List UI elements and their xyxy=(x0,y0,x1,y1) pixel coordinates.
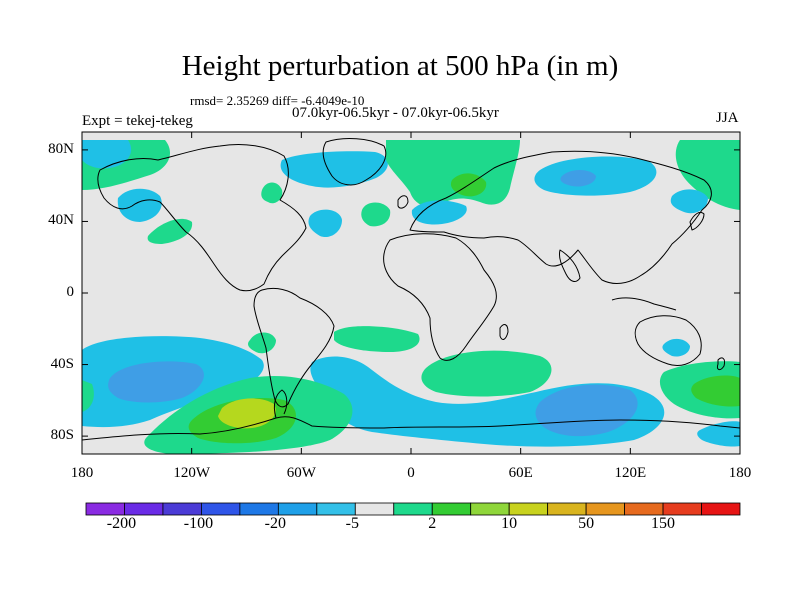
contour-blue-tasman xyxy=(662,338,690,357)
colorbar-label: 150 xyxy=(651,515,676,532)
coast-japan xyxy=(689,211,705,231)
colorbar-swatch xyxy=(547,502,587,516)
x-tick-label: 180 xyxy=(728,465,752,481)
colorbar-swatch xyxy=(701,502,741,516)
coastlines xyxy=(82,138,740,441)
coast-indonesia xyxy=(611,297,677,311)
colorbar-label: 2 xyxy=(428,515,437,532)
y-tick-label: 40S xyxy=(50,355,74,372)
contour-yellow-green-drake xyxy=(218,398,276,429)
contour-green-atlantic-small xyxy=(361,202,391,227)
colorbar-label: 50 xyxy=(578,515,595,532)
colorbar-swatch xyxy=(470,502,510,516)
colorbar-swatch xyxy=(201,502,241,516)
x-tick-label: 60W xyxy=(286,465,316,481)
coast-eurasia xyxy=(409,150,712,284)
colorbar-label: -5 xyxy=(345,515,359,532)
plot-title: Height perturbation at 500 hPa (in m) xyxy=(181,50,619,82)
coast-antarctica xyxy=(82,416,740,441)
period-line: 07.0kyr-06.5kyr - 07.0kyr-06.5kyr xyxy=(292,105,499,121)
colorbar-swatch xyxy=(277,502,318,516)
coast-uk xyxy=(397,195,409,209)
colorbar-swatch xyxy=(508,502,549,516)
contour-blue-ross-sea xyxy=(697,421,740,447)
contour-green-tropics-atlantic xyxy=(248,332,276,354)
y-tick-label: 0 xyxy=(66,284,75,300)
colorbar-swatch xyxy=(354,502,395,516)
colorbar-swatch xyxy=(162,502,202,516)
coast-new-zealand xyxy=(717,357,725,371)
contour-green-tropics-east xyxy=(334,326,420,352)
contour-blue-east-pacific xyxy=(670,189,708,214)
colorbar-swatch xyxy=(393,502,433,516)
colorbar-swatch xyxy=(585,502,625,516)
coast-india xyxy=(559,249,581,282)
coast-south-america xyxy=(253,287,335,408)
contour-deep-blue-south-pacific xyxy=(108,361,204,403)
colorbar-swatch xyxy=(662,502,702,516)
contour-green-south-pacific-core xyxy=(691,375,740,407)
contour-deep-blue-siberia xyxy=(560,170,596,187)
x-tick-label: 60E xyxy=(508,465,533,481)
colorbar-swatch xyxy=(431,502,472,516)
colorbar-label: -100 xyxy=(183,515,214,532)
coast-greenland xyxy=(322,138,387,186)
x-tick-label: 120E xyxy=(614,465,647,481)
contour-green-arctic-east xyxy=(675,140,740,210)
colorbar-swatch xyxy=(124,502,164,516)
coast-north-america xyxy=(97,143,307,292)
contour-blue-europe xyxy=(411,200,467,225)
colorbar-label: -20 xyxy=(264,515,286,532)
experiment-label: Expt = tekej-tekeg xyxy=(82,113,193,129)
y-tick-label: 80S xyxy=(50,427,74,444)
coast-antarctic-peninsula xyxy=(273,389,288,419)
contour-blue-alaska xyxy=(117,188,162,222)
contour-green-north-atlantic xyxy=(386,140,520,207)
contour-green-pacific xyxy=(147,218,193,244)
y-tick-label: 40N xyxy=(48,212,74,229)
contour-green-south-atlantic xyxy=(421,350,552,397)
contour-regions xyxy=(82,140,740,454)
x-tick-label: 180 xyxy=(70,465,94,481)
contour-blue-greenland xyxy=(280,151,388,188)
colorbar-label: -200 xyxy=(106,515,137,532)
y-tick-label: 80N xyxy=(48,140,74,157)
contour-green-west-edge xyxy=(82,380,94,412)
coast-madagascar xyxy=(499,324,509,340)
x-tick-label: 0 xyxy=(407,465,415,481)
contour-blue-midatlantic xyxy=(308,209,342,238)
x-tick-label: 120W xyxy=(173,465,210,481)
colorbar-swatch xyxy=(316,502,356,516)
contour-deep-blue-south-indian xyxy=(535,384,638,437)
axis-ticks xyxy=(81,132,741,454)
season-label: JJA xyxy=(716,110,739,126)
colorbar xyxy=(85,502,741,516)
colorbar-label: 10 xyxy=(501,515,518,532)
coast-africa xyxy=(383,233,497,361)
colorbar-swatch xyxy=(239,502,279,516)
coast-australia xyxy=(634,315,702,367)
colorbar-swatch xyxy=(85,502,125,516)
colorbar-swatch xyxy=(624,502,664,516)
stats-line: rmsd= 2.35269 diff= -6.4049e-10 xyxy=(190,93,365,108)
contour-green-hudson xyxy=(261,182,283,204)
contour-blue-arctic-west xyxy=(82,140,132,169)
